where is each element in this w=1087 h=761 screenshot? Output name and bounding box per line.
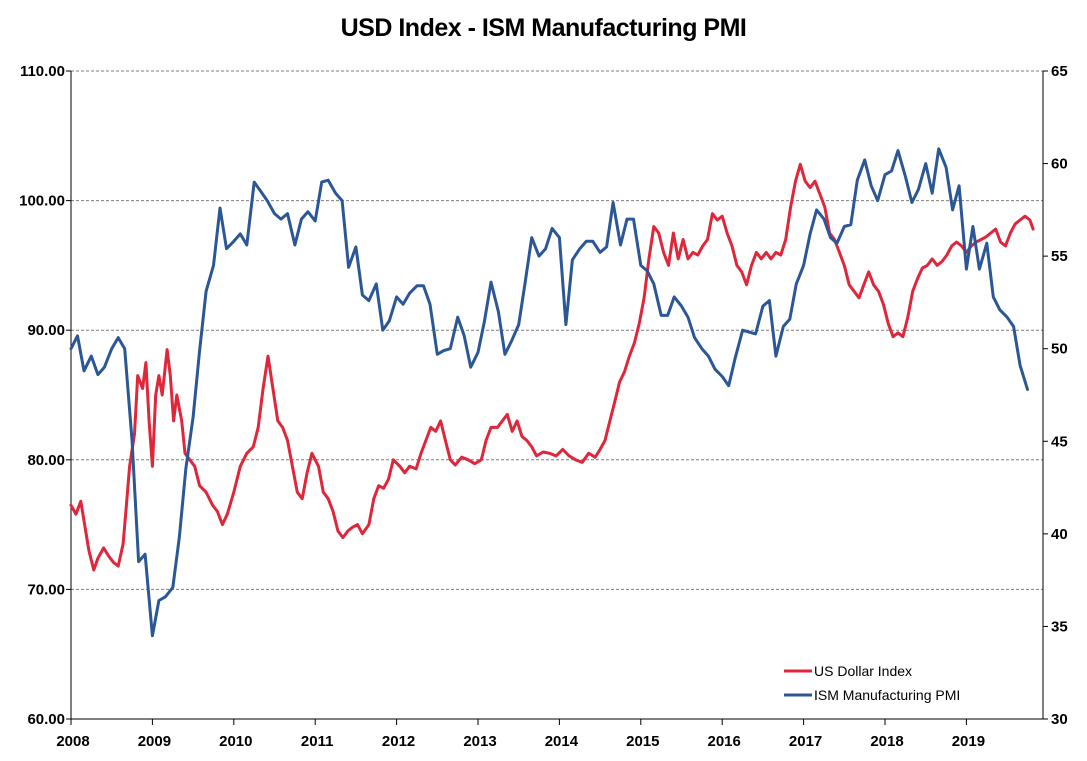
legend: US Dollar Index ISM Manufacturing PMI — [784, 663, 960, 703]
x-tick-label: 2018 — [870, 733, 903, 750]
x-tick-label: 2012 — [382, 733, 415, 750]
y-right-tick-label: 45 — [1051, 433, 1068, 450]
y-left-tick-label: 90.00 — [27, 322, 65, 339]
y-left-tick-label: 80.00 — [27, 452, 65, 469]
y-right-tick-label: 60 — [1051, 156, 1068, 173]
y-left-tick-label: 60.00 — [27, 711, 65, 728]
x-tick-label: 2019 — [952, 733, 985, 750]
x-tick-label: 2016 — [708, 733, 741, 750]
legend-label: ISM Manufacturing PMI — [814, 687, 960, 703]
y-left-tick-label: 110.00 — [20, 63, 65, 80]
chart-title: USD Index - ISM Manufacturing PMI — [340, 14, 747, 42]
x-tick-label: 2011 — [301, 733, 334, 750]
y-left-tick-label: 100.00 — [19, 193, 65, 210]
y-right-tick-label: 50 — [1051, 341, 1068, 358]
y-left-tick-label: 70.00 — [27, 581, 65, 598]
x-tick-label: 2015 — [626, 733, 659, 750]
series-layer — [69, 147, 1035, 638]
legend-label: US Dollar Index — [814, 663, 912, 679]
axes: 60.00 70.00 80.00 90.00 100.00 110.00 30 35 40 45… — [19, 63, 1068, 750]
series-line-usd-index — [69, 162, 1035, 572]
x-tick-label: 2009 — [138, 733, 171, 750]
y-right-tick-label: 40 — [1051, 526, 1068, 543]
y-right-tick-label: 35 — [1051, 618, 1068, 635]
x-tick-label: 2010 — [219, 733, 252, 750]
series-line-ism-pmi — [69, 147, 1029, 638]
x-tick-label: 2017 — [789, 733, 822, 750]
x-tick-label: 2014 — [545, 733, 579, 750]
x-tick-label: 2008 — [56, 733, 89, 750]
y-right-tick-label: 55 — [1051, 248, 1068, 265]
gridlines — [71, 70, 1043, 590]
x-tick-label: 2013 — [463, 733, 496, 750]
y-right-tick-label: 30 — [1051, 711, 1068, 728]
y-right-tick-label: 65 — [1051, 63, 1068, 80]
